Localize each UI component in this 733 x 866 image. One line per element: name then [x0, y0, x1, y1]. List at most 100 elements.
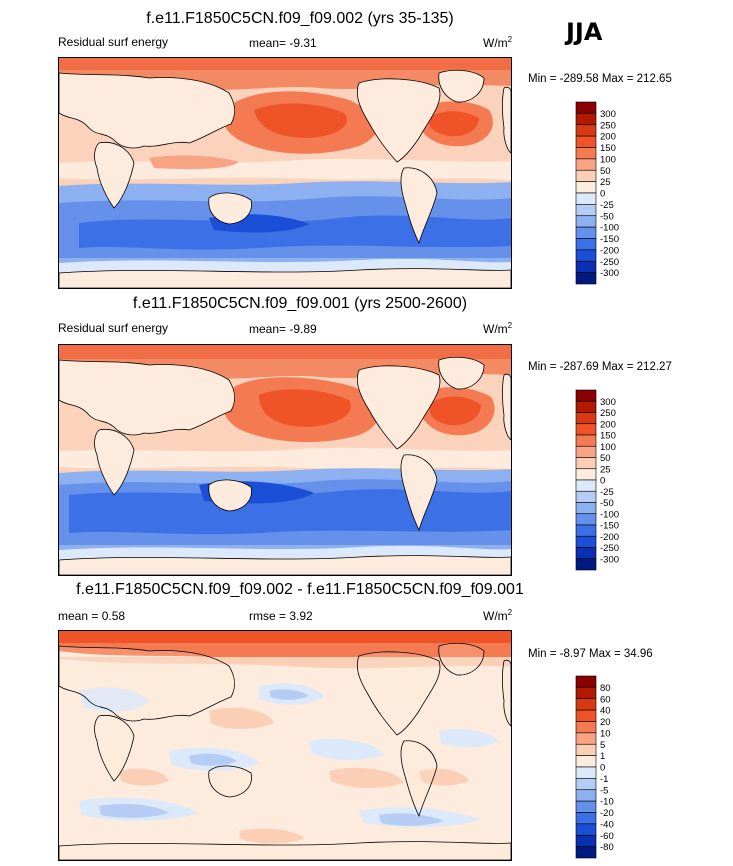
colorbar-tick-label: 20: [600, 717, 611, 728]
colorbar-tick-label: -200: [600, 532, 619, 543]
colorbar-swatch: [575, 147, 597, 160]
colorbar-swatch: [575, 135, 597, 148]
colorbar-tick-label: -5: [600, 785, 608, 796]
colorbar-swatch: [575, 755, 597, 768]
panel3-title: f.e11.F1850C5CN.f09_f09.002 - f.e11.F185…: [76, 581, 524, 598]
colorbar-swatch: [575, 846, 597, 859]
colorbar-swatch: [575, 101, 597, 114]
colorbar-swatch: [575, 834, 597, 847]
colorbar-tick-label: 10: [600, 728, 611, 739]
colorbar-tick-label: 25: [600, 464, 611, 475]
colorbar-tick-label: -40: [600, 819, 614, 830]
colorbar-tick-label: 0: [600, 189, 605, 200]
colorbar-tick-label: 50: [600, 166, 611, 177]
colorbar-tick-label: -150: [600, 234, 619, 245]
colorbar-tick-label: 200: [600, 419, 616, 430]
panel3-mean-label: mean = 0.58: [58, 609, 126, 623]
colorbar-swatch: [575, 423, 597, 436]
colorbar-tick-label: 1: [600, 751, 605, 762]
panel1-variable-label: Residual surf energy: [58, 35, 169, 49]
colorbar-swatch: [575, 698, 597, 711]
colorbar-tick-label: -100: [600, 509, 619, 520]
colorbar-swatch: [575, 272, 597, 285]
colorbar-tick-label: -1: [600, 774, 608, 785]
colorbar-tick-label: 100: [600, 154, 616, 165]
colorbar-tick-label: 250: [600, 120, 616, 131]
colorbar-tick-label: -20: [600, 808, 614, 819]
colorbar-swatch: [575, 445, 597, 458]
colorbar-tick-label: 60: [600, 694, 611, 705]
panel2-units-base: W/m: [483, 322, 508, 336]
colorbar-tick-label: -200: [600, 245, 619, 256]
colorbar-tick-label: -50: [600, 211, 614, 222]
panel1-colorbar-svg: 30025020015010050250-25-50-100-150-200-2…: [575, 101, 619, 285]
panel2-mean-label: mean= -9.89: [249, 322, 317, 336]
colorbar-swatch: [575, 124, 597, 137]
colorbar-tick-label: 150: [600, 431, 616, 442]
panel2-map: [58, 344, 512, 576]
panel3-map-svg: [59, 631, 511, 860]
colorbar-swatch: [575, 513, 597, 526]
panel2-variable-label: Residual surf energy: [58, 321, 169, 335]
panel3-units-exp: 2: [507, 608, 513, 617]
colorbar-swatch: [575, 192, 597, 205]
colorbar-swatch: [575, 169, 597, 182]
colorbar-swatch: [575, 732, 597, 745]
colorbar-swatch: [575, 547, 597, 560]
colorbar-swatch: [575, 823, 597, 836]
colorbar-tick-label: 0: [600, 763, 605, 774]
colorbar-swatch: [575, 743, 597, 756]
colorbar-tick-label: -250: [600, 543, 619, 554]
panel1-map: [58, 57, 512, 289]
colorbar-tick-label: 5: [600, 740, 605, 751]
panel3-map: [58, 630, 512, 861]
colorbar-tick-label: -25: [600, 487, 614, 498]
colorbar-swatch: [575, 204, 597, 217]
colorbar-swatch: [575, 558, 597, 571]
panel1-units: W/m2: [483, 35, 512, 50]
colorbar-swatch: [575, 502, 597, 515]
colorbar-tick-label: 300: [600, 109, 616, 120]
panel3-units-base: W/m: [483, 609, 508, 623]
colorbar-swatch: [575, 412, 597, 425]
colorbar-swatch: [575, 812, 597, 825]
colorbar-tick-label: 150: [600, 143, 616, 154]
panel3-rmse-label: rmse = 3.92: [249, 609, 313, 623]
panel1-minmax: Min = -289.58 Max = 212.65: [528, 73, 672, 85]
colorbar-swatch: [575, 457, 597, 470]
panel1-map-svg: [59, 58, 511, 288]
colorbar-swatch: [575, 238, 597, 251]
panel1-title: f.e11.F1850C5CN.f09_f09.002 (yrs 35-135): [146, 10, 454, 27]
colorbar-swatch: [575, 535, 597, 548]
panel3-units: W/m2: [483, 608, 512, 623]
colorbar-swatch: [575, 479, 597, 492]
colorbar-tick-label: 50: [600, 453, 611, 464]
panel2-units-exp: 2: [507, 321, 513, 330]
colorbar-swatch: [575, 766, 597, 779]
colorbar-swatch: [575, 789, 597, 802]
panel1-units-base: W/m: [483, 36, 508, 50]
panel2-colorbar-svg: 30025020015010050250-25-50-100-150-200-2…: [575, 389, 619, 571]
colorbar-swatch: [575, 524, 597, 537]
colorbar-tick-label: -50: [600, 498, 614, 509]
colorbar-tick-label: 100: [600, 442, 616, 453]
colorbar-tick-label: 250: [600, 408, 616, 419]
colorbar-swatch: [575, 800, 597, 813]
colorbar-swatch: [575, 226, 597, 239]
colorbar-tick-label: -80: [600, 842, 614, 853]
colorbar-tick-label: -150: [600, 521, 619, 532]
colorbar-swatch: [575, 249, 597, 262]
colorbar-swatch: [575, 675, 597, 688]
colorbar-swatch: [575, 490, 597, 503]
colorbar-swatch: [575, 389, 597, 402]
panel2-colorbar: 300 250 200 150 100 50 25 0 -25 -50 -100 -150 -200 -2…: [575, 389, 619, 571]
colorbar-tick-label: 300: [600, 397, 616, 408]
panel1-mean-label: mean= -9.31: [249, 36, 317, 50]
colorbar-tick-label: -60: [600, 831, 614, 842]
colorbar-swatch: [575, 778, 597, 791]
colorbar-tick-label: 200: [600, 132, 616, 143]
colorbar-tick-label: -300: [600, 554, 619, 565]
season-label: JJA: [566, 18, 603, 46]
